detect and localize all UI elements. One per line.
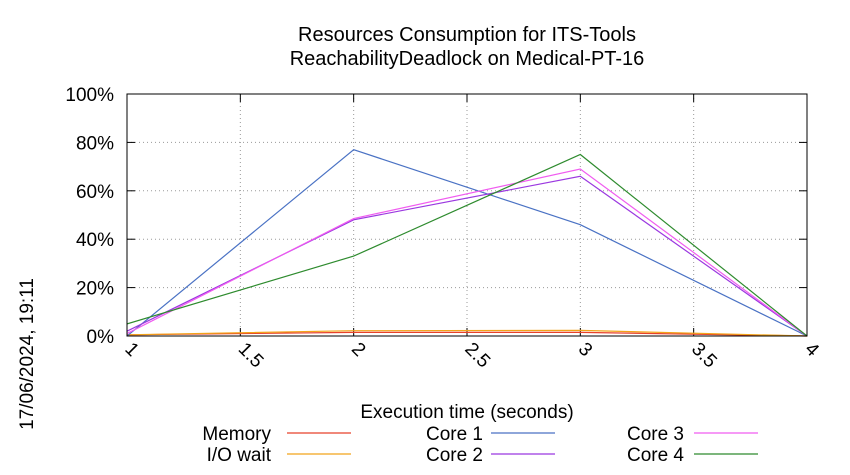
x-tick-label: 4	[800, 339, 823, 362]
y-tick-label: 20%	[76, 279, 114, 300]
legend-label-core-3: Core 3	[627, 424, 684, 445]
series-line-core-1	[126, 149, 808, 337]
y-axis-ticks: 0% 20% 40% 60% 80% 100%	[65, 85, 807, 348]
grid-lines	[127, 94, 807, 336]
y-tick-label: 40%	[76, 230, 114, 251]
legend-label-core-2: Core 2	[426, 445, 483, 466]
y-tick-label: 60%	[76, 182, 114, 203]
legend-label-core-1: Core 1	[426, 424, 483, 445]
series-line-core-3	[126, 168, 808, 337]
series-line-core-2	[126, 175, 808, 337]
series-lines	[126, 149, 808, 337]
series-line-memory	[126, 331, 808, 337]
x-tick-label: 3.5	[687, 339, 721, 373]
x-tick-label: 1.5	[234, 339, 268, 373]
y-tick-label: 100%	[65, 85, 114, 106]
x-tick-label: 2.5	[460, 339, 494, 373]
series-line-core-4	[126, 153, 808, 337]
x-axis-label: Execution time (seconds)	[360, 402, 573, 423]
legend-label-memory: Memory	[202, 424, 271, 445]
plot-frame	[126, 93, 808, 337]
y-tick-label: 0%	[87, 327, 115, 348]
legend-label-i-o-wait: I/O wait	[207, 445, 272, 466]
chart-title-line-1: Resources Consumption for ITS-Tools	[298, 24, 636, 46]
x-tick-label: 2	[347, 339, 369, 361]
x-tick-label: 3	[574, 339, 596, 361]
legend-label-core-4: Core 4	[627, 445, 684, 466]
series-line-i-o-wait	[126, 329, 808, 337]
chart-title-line-2: ReachabilityDeadlock on Medical-PT-16	[290, 48, 645, 70]
x-tick-label: 1	[120, 339, 142, 361]
y-tick-label: 80%	[76, 133, 114, 154]
timestamp-label: 17/06/2024, 19:11	[17, 278, 38, 430]
